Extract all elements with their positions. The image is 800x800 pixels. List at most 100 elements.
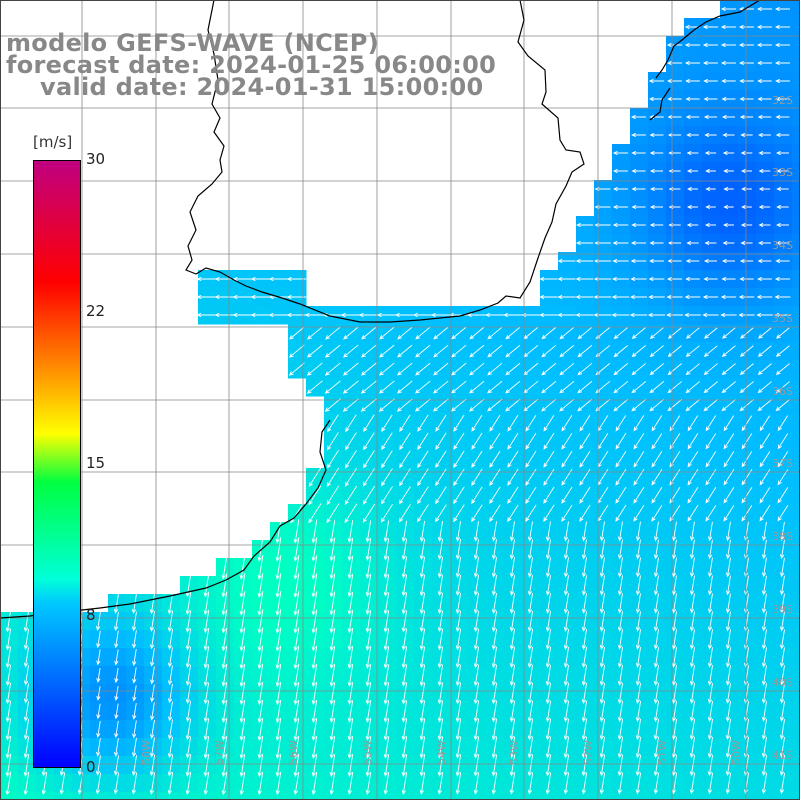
wind-arrow: [397, 362, 413, 376]
wind-arrow: [741, 204, 752, 210]
wind-vector-arrows: [5, 6, 791, 796]
wind-cell: [792, 108, 800, 127]
wind-arrow: [250, 294, 271, 300]
wind-arrow: [777, 433, 789, 450]
wind-arrow: [239, 753, 246, 778]
wind-arrow: [539, 312, 558, 318]
wind-arrow: [599, 521, 605, 542]
wind-arrow: [344, 485, 358, 505]
wind-arrow: [473, 610, 480, 633]
wind-arrow: [131, 611, 137, 632]
wind-cell: [72, 792, 91, 800]
wind-arrow: [757, 345, 772, 357]
wind-arrow: [379, 344, 395, 358]
wind-arrow: [720, 24, 737, 30]
wind-arrow: [221, 591, 228, 616]
wind-arrow: [509, 521, 515, 542]
wind-arrow: [545, 539, 551, 560]
wind-arrow: [435, 486, 447, 505]
wind-arrow: [702, 24, 719, 30]
lat-label: 39S: [772, 603, 793, 616]
wind-cell: [792, 162, 800, 181]
wind-arrow: [581, 718, 588, 741]
lat-label: 35S: [772, 312, 793, 325]
wind-arrow: [545, 593, 552, 614]
wind-arrow: [455, 628, 462, 651]
wind-arrow: [689, 754, 696, 777]
wind-arrow: [739, 60, 754, 66]
wind-arrow: [757, 96, 772, 102]
wind-arrow: [595, 380, 611, 394]
wind-arrow: [505, 344, 521, 358]
wind-cell: [576, 792, 595, 800]
lon-label: 53W: [508, 740, 521, 765]
wind-arrow: [451, 362, 467, 376]
wind-arrow: [23, 771, 30, 796]
wind-arrow: [702, 312, 719, 318]
wind-arrow: [419, 592, 426, 615]
wind-arrow: [687, 433, 699, 450]
wind-arrow: [761, 665, 767, 686]
wind-arrow: [707, 629, 713, 650]
wind-arrow: [288, 326, 305, 340]
wind-arrow: [633, 451, 645, 468]
wind-arrow: [667, 114, 682, 120]
wind-arrow: [326, 485, 340, 506]
wind-arrow: [563, 646, 570, 669]
colorbar: [33, 160, 81, 768]
wind-arrow: [455, 574, 462, 597]
wind-arrow: [417, 468, 429, 487]
wind-arrow: [509, 557, 515, 578]
wind-arrow: [114, 667, 119, 684]
wind-arrow: [383, 610, 390, 633]
wind-arrow: [329, 663, 336, 688]
wind-arrow: [324, 362, 341, 376]
wind-arrow: [617, 539, 623, 560]
lon-label: 54W: [435, 740, 448, 765]
wind-arrow: [419, 700, 426, 723]
wind-arrow: [329, 573, 336, 598]
wind-arrow: [455, 592, 462, 615]
wind-arrow: [599, 611, 605, 632]
wind-cell: [324, 792, 343, 800]
wind-arrow: [653, 611, 659, 632]
wind-arrow: [775, 78, 790, 84]
wind-arrow: [257, 735, 264, 760]
wind-arrow: [689, 611, 695, 632]
wind-arrow: [455, 646, 462, 669]
wind-arrow: [257, 663, 264, 688]
wind-arrow: [185, 754, 192, 777]
wind-arrow: [419, 628, 426, 651]
wind-arrow: [365, 771, 372, 795]
wind-arrow: [612, 150, 629, 156]
wind-arrow: [774, 42, 791, 48]
wind-arrow: [203, 736, 210, 759]
wind-arrow: [325, 326, 341, 340]
wind-arrow: [275, 753, 282, 778]
wind-arrow: [721, 60, 736, 66]
wind-arrow: [775, 96, 790, 102]
wind-arrow: [541, 362, 557, 376]
wind-arrow: [703, 399, 719, 412]
wind-arrow: [435, 432, 447, 450]
wind-arrow: [581, 539, 587, 560]
wind-arrow: [759, 487, 771, 504]
wind-arrow: [563, 593, 569, 614]
wind-arrow: [545, 575, 551, 596]
wind-arrow: [545, 700, 552, 723]
wind-arrow: [635, 718, 642, 741]
wind-arrow: [489, 432, 501, 450]
wind-arrow: [557, 258, 576, 264]
wind-arrow: [581, 593, 587, 614]
wind-arrow: [740, 168, 752, 174]
wind-arrow: [5, 718, 12, 741]
wind-arrow: [777, 487, 789, 504]
wind-cell: [702, 792, 721, 800]
wind-arrow: [635, 664, 642, 686]
wind-arrow: [651, 415, 663, 432]
wind-arrow: [327, 414, 339, 433]
wind-arrow: [581, 646, 588, 669]
wind-arrow: [167, 610, 174, 633]
wind-arrow: [686, 168, 699, 174]
wind-arrow: [631, 363, 647, 376]
